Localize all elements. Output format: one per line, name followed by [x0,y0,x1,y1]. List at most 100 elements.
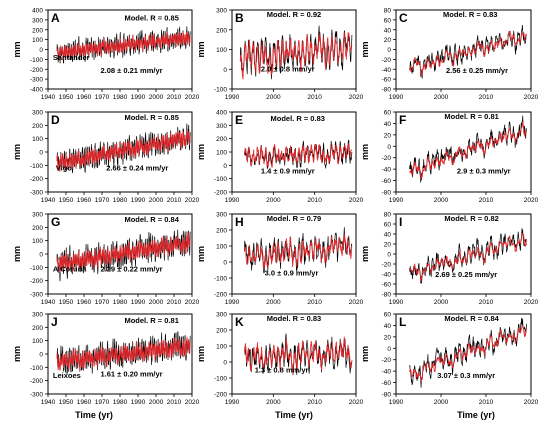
y-tick-label: 60 [384,17,392,24]
panel-letter: F [399,113,406,127]
y-tick-label: 300 [32,110,43,117]
model-line [56,336,191,371]
panel-letter: C [399,11,408,25]
panel-frame [231,313,357,395]
y-axis-title: mm [196,346,206,362]
x-tick-label: 1990 [389,299,404,306]
x-tick-label: 2010 [167,399,182,406]
y-tick-label: 100 [216,244,227,251]
panel-frame [231,111,357,193]
y-tick-label: 20 [384,132,392,139]
y-tick-label: -60 [382,282,392,289]
x-tick-label: 2020 [349,399,364,406]
y-tick-label: -200 [214,190,227,197]
x-tick-label: 1940 [41,399,56,406]
x-tick-label: 2000 [149,399,164,406]
y-tick-label: -100 [30,57,43,64]
x-tick-label: 2010 [307,299,322,306]
y-tick-label: -80 [382,292,392,299]
y-tick-label: 0 [387,144,391,151]
y-tick-label: 200 [216,328,227,335]
y-tick-label: 0 [223,67,227,74]
y-tick-label: 400 [216,110,227,117]
trend-label: 1.3 ± 0.8 mm/yr [255,365,309,374]
model-correlation-label: Model. R = 0.83 [443,10,497,19]
y-tick-label: -20 [382,57,392,64]
y-tick-label: 300 [32,212,43,219]
y-tick-label: -40 [382,369,392,376]
x-tick-label: 2000 [149,94,164,101]
y-tick-label: -200 [30,67,43,74]
model-correlation-label: Model. R = 0.85 [124,13,178,22]
trend-label: 2.69 ± 0.25 mm/yr [435,270,497,279]
y-tick-label: 0 [223,360,227,367]
x-tick-label: 2020 [185,197,200,204]
y-tick-label: -40 [382,272,392,279]
panel-frame [231,213,357,295]
panel-letter: I [399,215,402,229]
x-tick-label: 2020 [524,197,539,204]
y-axis-title: mm [12,41,22,57]
x-tick-label: 1990 [131,399,146,406]
y-tick-label: -60 [382,77,392,84]
model-correlation-label: Model. R = 0.83 [271,114,325,123]
model-line [56,31,191,61]
x-tick-label: 1970 [95,197,110,204]
y-tick-label: 0 [39,252,43,259]
y-tick-label: 100 [216,150,227,157]
x-tick-label: 1960 [77,197,92,204]
x-tick-label: 2010 [167,94,182,101]
y-tick-label: 200 [216,228,227,235]
trend-label: 2.9 ± 0.3 mm/yr [457,167,511,176]
y-tick-label: 300 [216,123,227,130]
x-tick-label: 1990 [225,94,240,101]
site-label: Santander [53,53,90,62]
x-tick-label: 2010 [307,399,322,406]
x-axis-title: Time (yr) [75,410,113,420]
model-correlation-label: Model. R = 0.79 [267,214,321,223]
x-tick-label: 2000 [266,299,281,306]
y-tick-label: 40 [384,323,392,330]
model-line [243,233,353,269]
panel-letter: L [399,315,406,329]
y-tick-label: -100 [30,163,43,170]
x-tick-label: 2010 [307,94,322,101]
x-tick-label: 1990 [225,197,240,204]
x-tick-label: 2020 [185,399,200,406]
y-tick-label: -100 [30,365,43,372]
model-correlation-label: Model. R = 0.85 [124,113,178,122]
x-tick-label: 1980 [113,399,128,406]
panel-frame [395,313,532,395]
y-tick-label: 200 [32,225,43,232]
y-tick-label: -100 [30,265,43,272]
x-tick-label: 1990 [389,94,404,101]
trend-label: 1.4 ± 0.9 mm/yr [261,167,315,176]
y-tick-label: 0 [39,150,43,157]
x-tick-label: 2020 [185,94,200,101]
trend-label: 3.07 ± 0.3 mm/yr [437,371,495,380]
trend-label: 2.56 ± 0.25 mm/yr [446,66,508,75]
x-tick-label: 1990 [131,94,146,101]
panel-letter: B [235,11,244,25]
model-line [243,336,353,374]
y-tick-label: 20 [384,242,392,249]
y-axis-title: mm [12,246,22,262]
y-tick-label: 100 [32,238,43,245]
panel-frame [47,111,193,193]
y-tick-label: 0 [387,252,391,259]
x-tick-label: 1990 [225,399,240,406]
x-tick-label: 1950 [59,299,74,306]
y-tick-label: 200 [216,136,227,143]
y-tick-label: 40 [384,27,392,34]
x-tick-label: 2000 [266,197,281,204]
y-tick-label: -200 [214,292,227,299]
y-tick-label: 200 [216,27,227,34]
x-tick-label: 1990 [131,197,146,204]
y-axis-title: mm [196,246,206,262]
y-tick-label: 20 [384,37,392,44]
y-axis-title: mm [360,346,370,362]
x-tick-label: 2020 [349,197,364,204]
x-tick-label: 1970 [95,299,110,306]
y-tick-label: -200 [30,378,43,385]
model-line [239,31,353,80]
